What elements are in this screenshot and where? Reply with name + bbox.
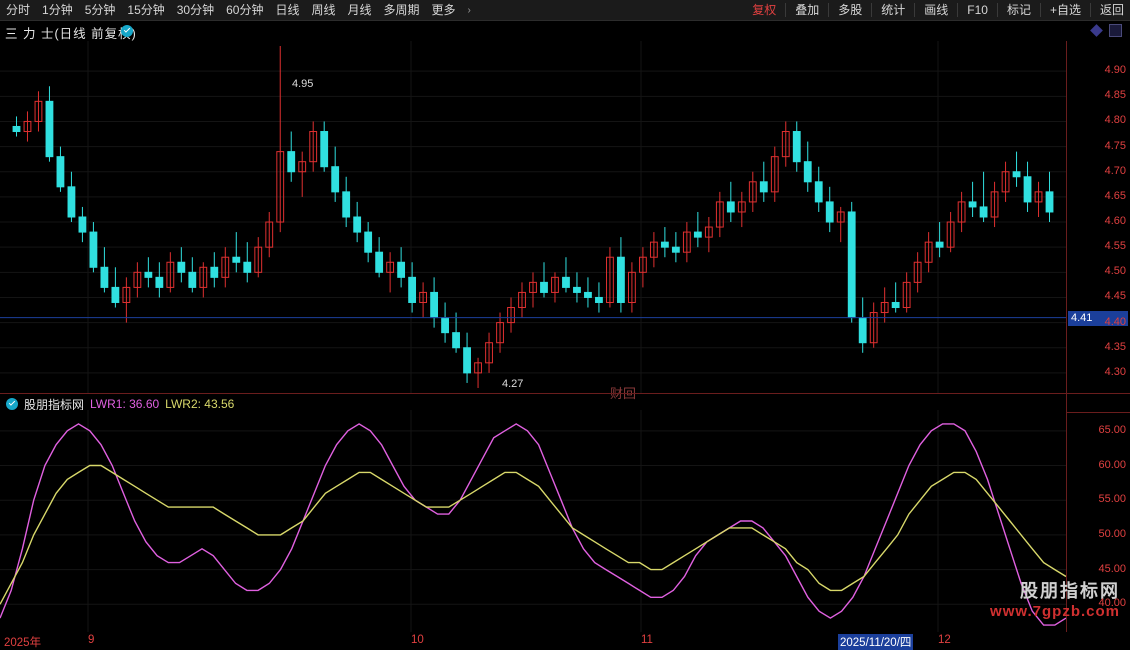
price-tick-label: 4.80 xyxy=(1104,114,1126,127)
price-tick-label: 4.70 xyxy=(1104,164,1126,177)
low-annotation: 4.27 xyxy=(502,378,524,390)
btn-mark[interactable]: 标记 xyxy=(1006,3,1031,17)
tab-day[interactable]: 日线 xyxy=(275,3,300,17)
btn-multistock[interactable]: 多股 xyxy=(838,3,863,17)
btn-fuquan[interactable]: 复权 xyxy=(752,3,777,17)
tab-month[interactable]: 月线 xyxy=(347,3,372,17)
tab-fenshi[interactable]: 分时 xyxy=(6,3,31,17)
indicator-tick-label: 40.00 xyxy=(1098,597,1126,610)
check-badge-icon xyxy=(121,25,133,37)
date-tick-label: 12 xyxy=(938,634,951,646)
page-title: 三 力 士(日线 前复权) xyxy=(5,27,137,41)
price-tick-label: 4.65 xyxy=(1104,189,1126,202)
tab-more[interactable]: 更多 xyxy=(431,3,456,17)
lwr1-value-label: LWR1: 36.60 xyxy=(90,397,160,411)
btn-addfav[interactable]: +自选 xyxy=(1049,3,1081,17)
high-annotation: 4.95 xyxy=(292,78,314,90)
toolbar-separator xyxy=(996,3,998,17)
diamond-icon[interactable] xyxy=(1090,24,1103,37)
indicator-badge-icon[interactable] xyxy=(6,398,18,410)
date-tick-label: 2025年 xyxy=(4,637,42,649)
square-icon[interactable] xyxy=(1109,24,1122,37)
lwr2-value-label: LWR2: 43.56 xyxy=(165,397,235,411)
price-tick-label: 4.55 xyxy=(1104,240,1126,253)
toolbar-actions: 复权 叠加 多股 统计 画线 F10 标记 +自选 返回 xyxy=(746,0,1130,20)
date-tick-label: 11 xyxy=(641,634,653,646)
price-tick-label: 4.30 xyxy=(1104,365,1126,378)
toolbar-separator xyxy=(871,3,873,17)
price-tick-label: 4.75 xyxy=(1104,139,1126,152)
toolbar-separator xyxy=(957,3,959,17)
tab-60min[interactable]: 60分钟 xyxy=(226,3,264,17)
indicator-tick-label: 60.00 xyxy=(1098,458,1126,471)
tab-1min[interactable]: 1分钟 xyxy=(42,3,73,17)
toolbar-separator xyxy=(828,3,830,17)
price-tick-label: 4.45 xyxy=(1104,290,1126,303)
axis-vertical-line xyxy=(1066,41,1067,632)
toolbar-separator xyxy=(785,3,787,17)
btn-f10[interactable]: F10 xyxy=(967,3,988,17)
btn-overlay[interactable]: 叠加 xyxy=(795,3,820,17)
price-tick-label: 4.40 xyxy=(1104,315,1126,328)
toolbar-separator xyxy=(914,3,916,17)
btn-stats[interactable]: 统计 xyxy=(881,3,906,17)
tab-5min[interactable]: 5分钟 xyxy=(84,3,116,17)
indicator-header: 股朋指标网 LWR1: 36.60 LWR2: 43.56 xyxy=(0,396,1130,412)
btn-draw[interactable]: 画线 xyxy=(924,3,949,17)
tab-week[interactable]: 周线 xyxy=(311,3,336,17)
price-tick-label: 4.50 xyxy=(1104,265,1126,278)
btn-back[interactable]: 返回 xyxy=(1099,3,1124,17)
date-tick-label: 2025/11/20/四 xyxy=(838,634,914,650)
price-tick-label: 4.85 xyxy=(1104,89,1126,102)
current-price-tag: 4.41 xyxy=(1068,310,1128,326)
date-axis: 2025年 9 10 11 2025/11/20/四 12 xyxy=(0,633,1130,650)
lwr-lines-svg xyxy=(0,410,1066,632)
indicator-source-label: 股朋指标网 xyxy=(24,397,85,412)
toolbar-separator xyxy=(1039,3,1041,17)
indicator-tick-label: 50.00 xyxy=(1098,527,1126,540)
tab-multi[interactable]: 多周期 xyxy=(383,3,420,17)
tab-15min[interactable]: 15分钟 xyxy=(127,3,165,17)
indicator-chart-pane[interactable] xyxy=(0,410,1066,632)
date-tick-label: 10 xyxy=(411,634,424,646)
candlestick-svg xyxy=(0,41,1066,393)
brand-watermark-line1: 股朋指标网 xyxy=(1020,581,1120,601)
toolbar-separator xyxy=(1089,3,1091,17)
chevron-right-icon[interactable]: › xyxy=(467,4,471,16)
price-tick-label: 4.60 xyxy=(1104,215,1126,228)
period-tabs: 分时 1分钟 5分钟 15分钟 30分钟 60分钟 日线 周线 月线 多周期 更多 › xyxy=(0,0,477,20)
title-icon-group xyxy=(1090,24,1122,37)
chart-title-bar: 三 力 士(日线 前复权) xyxy=(0,21,1130,41)
price-chart-pane[interactable]: 4.95 4.27 财回 xyxy=(0,41,1066,401)
indicator-tick-label: 55.00 xyxy=(1098,493,1126,506)
top-toolbar: 分时 1分钟 5分钟 15分钟 30分钟 60分钟 日线 周线 月线 多周期 更多 › 复权 叠加 多股 统… xyxy=(0,0,1130,21)
price-tick-label: 4.90 xyxy=(1104,64,1126,77)
price-tick-label: 4.35 xyxy=(1104,340,1126,353)
indicator-tick-label: 65.00 xyxy=(1098,423,1126,436)
indicator-tick-label: 45.00 xyxy=(1098,562,1126,575)
brand-watermark-line2: www.7gpzb.com xyxy=(990,603,1120,620)
date-tick-label: 9 xyxy=(88,634,95,646)
pane-divider-top xyxy=(0,393,1130,394)
tab-30min[interactable]: 30分钟 xyxy=(176,3,215,17)
brand-watermark: 股朋指标网 www.7gpzb.com xyxy=(990,577,1120,620)
